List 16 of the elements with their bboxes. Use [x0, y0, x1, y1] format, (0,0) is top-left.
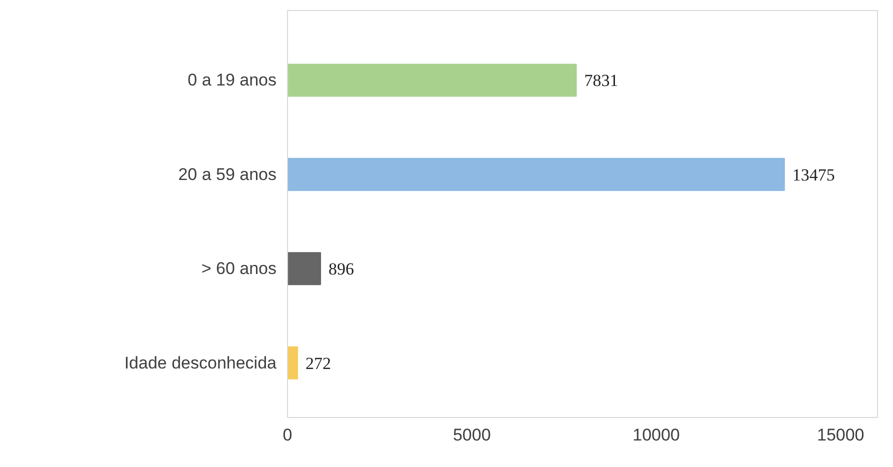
y-tick-label: Idade desconhecida	[124, 353, 278, 372]
data-label: 7831	[584, 71, 618, 90]
data-label: 13475	[792, 165, 835, 184]
x-tick-label: 5000	[452, 426, 491, 444]
x-tick-label: 10000	[632, 426, 680, 444]
x-tick-label: 15000	[816, 426, 864, 444]
bar	[288, 346, 298, 380]
bar	[288, 158, 785, 191]
y-tick-label: 20 a 59 anos	[178, 164, 277, 184]
bar	[288, 64, 577, 97]
bar	[288, 252, 322, 286]
y-tick-label: 0 a 19 anos	[188, 70, 277, 90]
y-tick-label: > 60 anos	[201, 259, 277, 278]
data-label: 896	[328, 260, 354, 279]
data-label: 272	[306, 354, 332, 373]
x-tick-label: 0	[282, 426, 292, 444]
